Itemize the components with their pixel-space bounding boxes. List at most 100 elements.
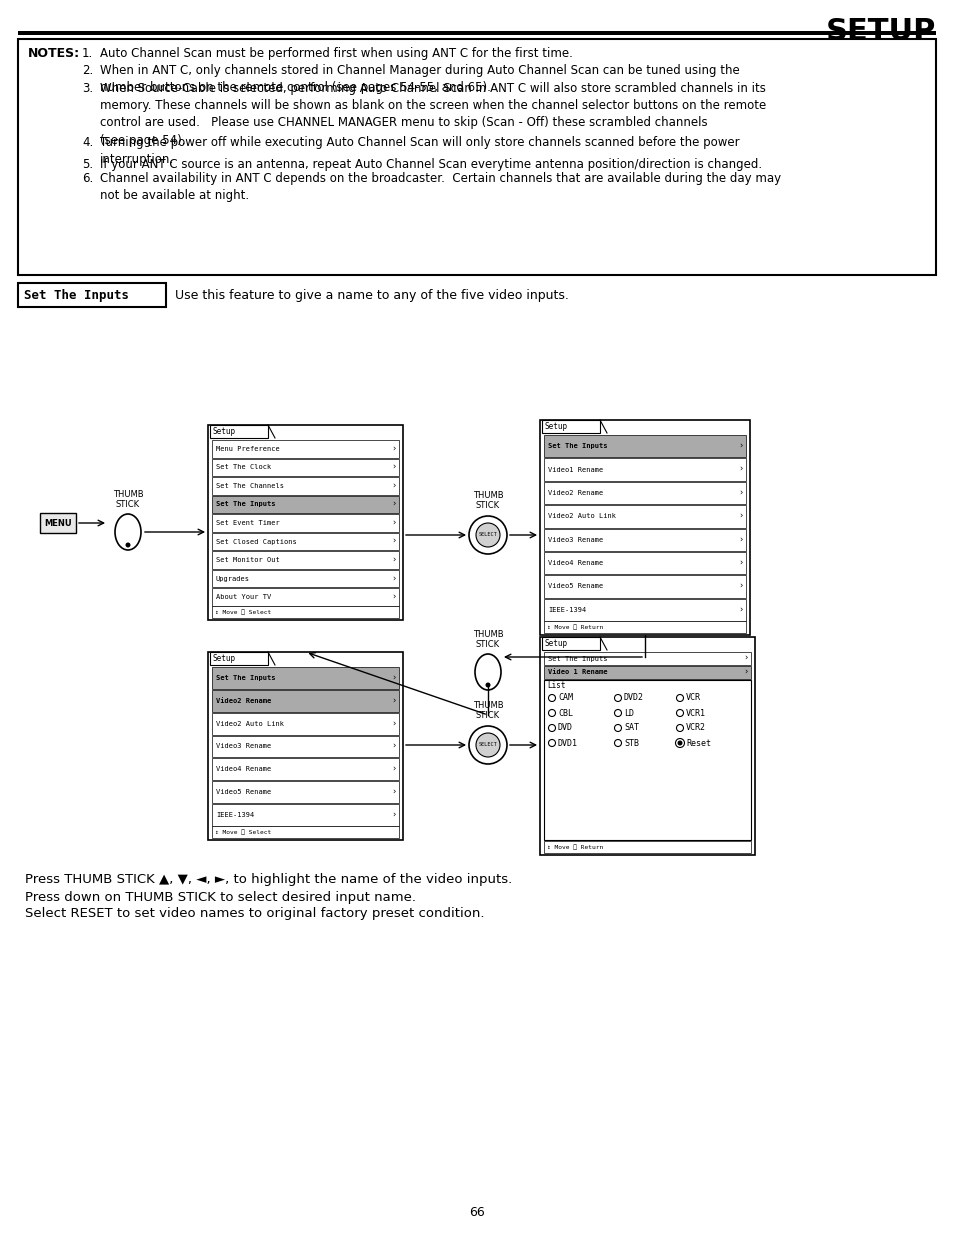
- Circle shape: [476, 522, 499, 547]
- Text: MENU: MENU: [44, 519, 71, 527]
- Bar: [210, 652, 268, 664]
- Text: Set The Inputs: Set The Inputs: [547, 656, 607, 662]
- Bar: [541, 637, 599, 650]
- Bar: [212, 606, 398, 618]
- Text: ›: ›: [738, 488, 742, 498]
- Bar: [212, 458, 398, 477]
- Text: Setup: Setup: [213, 427, 236, 436]
- Text: SAT: SAT: [623, 724, 639, 732]
- Circle shape: [469, 726, 506, 764]
- Text: SELECT: SELECT: [478, 532, 497, 537]
- Bar: [212, 588, 398, 606]
- Text: Set The Inputs: Set The Inputs: [215, 676, 275, 680]
- Text: Video2 Auto Link: Video2 Auto Link: [547, 514, 616, 519]
- Text: ›: ›: [738, 605, 742, 614]
- Text: Set The Inputs: Set The Inputs: [24, 289, 129, 301]
- Text: 5.: 5.: [82, 158, 93, 170]
- Text: List: List: [546, 680, 565, 690]
- Bar: [543, 576, 745, 598]
- Text: VCR1: VCR1: [685, 709, 705, 718]
- Circle shape: [548, 740, 555, 746]
- Text: Video1 Rename: Video1 Rename: [547, 467, 602, 473]
- Text: Video3 Rename: Video3 Rename: [215, 743, 271, 750]
- Text: Select RESET to set video names to original factory preset condition.: Select RESET to set video names to origi…: [25, 906, 484, 920]
- Text: LD: LD: [623, 709, 634, 718]
- Bar: [208, 652, 402, 840]
- Text: 2.: 2.: [82, 64, 93, 77]
- Text: ›: ›: [391, 810, 395, 820]
- Text: ›: ›: [738, 442, 742, 451]
- Bar: [18, 40, 935, 275]
- Bar: [539, 420, 749, 635]
- Circle shape: [676, 694, 682, 701]
- Bar: [212, 804, 398, 826]
- Text: Set Monitor Out: Set Monitor Out: [215, 557, 279, 563]
- Circle shape: [548, 694, 555, 701]
- Bar: [543, 666, 750, 679]
- Text: ›: ›: [391, 593, 395, 601]
- Circle shape: [485, 683, 490, 688]
- Text: THUMB
STICK: THUMB STICK: [472, 490, 503, 510]
- Bar: [539, 637, 754, 855]
- Text: 1.: 1.: [82, 47, 93, 61]
- Text: If your ANT C source is an antenna, repeat Auto Channel Scan everytime antenna p: If your ANT C source is an antenna, repe…: [100, 158, 761, 170]
- Text: Set The Clock: Set The Clock: [215, 464, 271, 471]
- Circle shape: [676, 709, 682, 716]
- Text: ↕ Move Ⓢ Return: ↕ Move Ⓢ Return: [546, 845, 602, 850]
- Bar: [212, 826, 398, 839]
- Bar: [212, 690, 398, 711]
- Bar: [40, 513, 76, 534]
- Bar: [212, 532, 398, 551]
- Bar: [212, 782, 398, 803]
- Text: Channel availability in ANT C depends on the broadcaster.  Certain channels that: Channel availability in ANT C depends on…: [100, 172, 781, 203]
- Text: SETUP: SETUP: [824, 17, 935, 46]
- Text: CBL: CBL: [558, 709, 573, 718]
- Bar: [541, 420, 599, 433]
- Text: NOTES:: NOTES:: [28, 47, 80, 61]
- Text: ↕ Move Ⓢ Return: ↕ Move Ⓢ Return: [546, 624, 602, 630]
- Bar: [543, 505, 745, 527]
- Text: Video2 Rename: Video2 Rename: [215, 698, 271, 704]
- Text: ›: ›: [738, 511, 742, 521]
- Circle shape: [614, 725, 620, 731]
- Bar: [210, 425, 268, 438]
- Text: ›: ›: [391, 574, 395, 583]
- Text: Video5 Rename: Video5 Rename: [547, 583, 602, 589]
- Circle shape: [126, 542, 131, 547]
- Bar: [212, 477, 398, 495]
- Text: THUMB
STICK: THUMB STICK: [112, 489, 143, 509]
- Text: Video4 Rename: Video4 Rename: [547, 559, 602, 566]
- Text: Setup: Setup: [213, 655, 236, 663]
- Circle shape: [677, 741, 681, 746]
- Text: STB: STB: [623, 739, 639, 747]
- Text: Set The Inputs: Set The Inputs: [215, 501, 275, 508]
- Text: Menu Preference: Menu Preference: [215, 446, 279, 452]
- Text: Video3 Rename: Video3 Rename: [547, 537, 602, 542]
- Bar: [543, 482, 745, 504]
- Text: IEEE-1394: IEEE-1394: [547, 606, 586, 613]
- Circle shape: [614, 740, 620, 746]
- Circle shape: [614, 694, 620, 701]
- Ellipse shape: [475, 655, 500, 690]
- Text: ›: ›: [391, 445, 395, 453]
- Circle shape: [548, 709, 555, 716]
- Bar: [543, 652, 750, 664]
- Bar: [212, 736, 398, 757]
- Text: ›: ›: [391, 742, 395, 751]
- Text: ↕ Move Ⓢ Select: ↕ Move Ⓢ Select: [214, 829, 271, 835]
- Text: Video2 Auto Link: Video2 Auto Link: [215, 721, 284, 726]
- Text: DVD: DVD: [558, 724, 573, 732]
- Text: ›: ›: [742, 668, 747, 677]
- Bar: [212, 440, 398, 457]
- Text: ›: ›: [391, 673, 395, 683]
- Text: ›: ›: [391, 537, 395, 546]
- Text: When Source-Cable is selected, performing Auto Channel Scan in ANT C will also s: When Source-Cable is selected, performin…: [100, 82, 765, 147]
- Circle shape: [476, 734, 499, 757]
- Bar: [18, 31, 935, 35]
- Circle shape: [676, 725, 682, 731]
- Text: ↕ Move Ⓢ Select: ↕ Move Ⓢ Select: [214, 609, 271, 615]
- Text: ›: ›: [391, 719, 395, 729]
- Text: DVD2: DVD2: [623, 694, 643, 703]
- Text: ›: ›: [391, 556, 395, 564]
- Bar: [543, 599, 745, 621]
